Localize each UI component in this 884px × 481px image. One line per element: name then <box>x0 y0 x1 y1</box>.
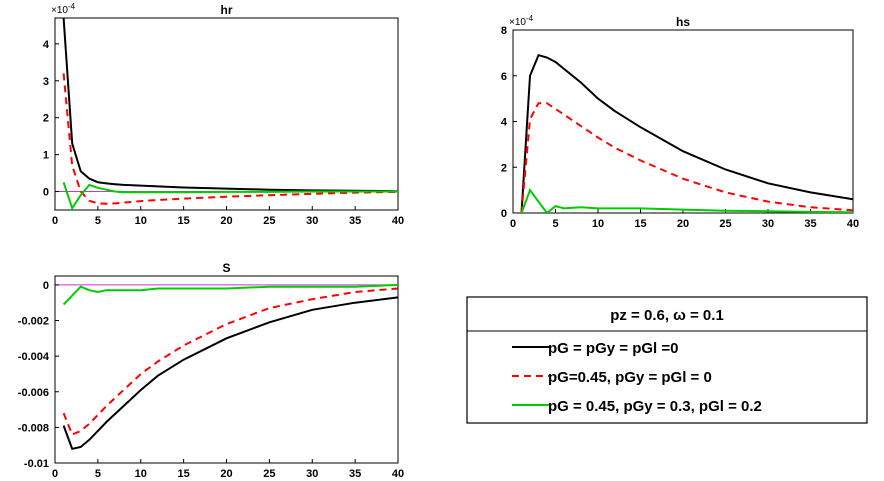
y-tick-label: -0.006 <box>18 387 49 399</box>
x-tick-label: 5 <box>95 468 101 480</box>
x-tick-label: 35 <box>349 468 361 480</box>
series-line-0 <box>62 18 398 193</box>
x-tick-label: 35 <box>804 218 816 230</box>
y-tick-label: -0.004 <box>18 351 50 363</box>
legend-entry-black: pG = pGy = pGl =0 <box>548 340 678 357</box>
y-tick-label: -0.01 <box>24 458 49 470</box>
x-tick-label: 40 <box>392 215 404 227</box>
x-tick-label: 25 <box>719 218 731 230</box>
plot-area <box>512 29 854 214</box>
series-line-2 <box>62 181 398 210</box>
chart-title: hs <box>676 15 690 29</box>
x-tick-label: 0 <box>510 218 516 230</box>
x-tick-label: 20 <box>220 215 232 227</box>
x-tick-label: 15 <box>634 218 646 230</box>
y-tick-label: 3 <box>43 76 49 88</box>
exponent-label: ×10-4 <box>509 14 534 28</box>
legend-box: pz = 0.6, ω = 0.1 pG = pGy = pGl =0 pG=0… <box>466 296 868 424</box>
x-tick-label: 40 <box>392 468 404 480</box>
legend-title: pz = 0.6, ω = 0.1 <box>610 307 724 324</box>
chart-title: hr <box>221 3 233 17</box>
x-tick-label: 40 <box>847 218 859 230</box>
y-tick-label: 4 <box>43 39 50 51</box>
x-tick-label: 25 <box>263 215 275 227</box>
x-tick-label: 10 <box>135 215 147 227</box>
x-tick-label: 5 <box>552 218 558 230</box>
series-line-2 <box>520 188 853 213</box>
x-tick-label: 30 <box>306 468 318 480</box>
legend-entry-red: pG=0.45, pGy = pGl = 0 <box>548 369 712 386</box>
y-tick-label: -0.008 <box>18 422 49 434</box>
series-line-0 <box>520 54 853 213</box>
series-line-0 <box>62 296 398 450</box>
plot-area <box>54 17 399 211</box>
y-tick-label: 8 <box>501 25 507 37</box>
y-tick-label: 0 <box>501 208 507 220</box>
series-line-1 <box>62 73 398 205</box>
x-tick-label: 5 <box>95 215 101 227</box>
exponent-label: ×10-4 <box>51 2 76 16</box>
x-tick-label: 25 <box>263 468 275 480</box>
chart-title: S <box>222 261 230 275</box>
x-tick-label: 0 <box>52 215 58 227</box>
y-tick-label: 0 <box>43 187 49 199</box>
chart-s: 0 5 10 15 20 25 30 35 40 0 -0.002 -0.004 -0.006 -0.00… <box>18 261 404 480</box>
y-tick-label: 6 <box>501 71 507 83</box>
y-tick-label: 2 <box>43 113 49 125</box>
x-tick-label: 10 <box>592 218 604 230</box>
series-line-2 <box>62 283 398 306</box>
x-tick-label: 10 <box>135 468 147 480</box>
x-tick-label: 0 <box>52 468 58 480</box>
y-tick-label: -0.002 <box>18 316 49 328</box>
y-tick-label: 2 <box>501 162 507 174</box>
x-tick-label: 35 <box>349 215 361 227</box>
x-tick-label: 30 <box>306 215 318 227</box>
series-line-1 <box>520 102 853 213</box>
x-tick-label: 30 <box>762 218 774 230</box>
plot-area <box>54 275 399 464</box>
x-tick-label: 15 <box>178 215 190 227</box>
series-line-1 <box>62 287 398 436</box>
legend-entry-green: pG = 0.45, pGy = 0.3, pGl = 0.2 <box>548 398 762 415</box>
chart-hr: 0 5 10 15 20 25 30 35 40 0 1 2 3 4 hr ×10-4 <box>43 2 404 227</box>
x-tick-label: 20 <box>220 468 232 480</box>
chart-hs: 0 5 10 15 20 25 30 35 40 0 2 4 6 8 hs ×10-4 <box>501 14 859 230</box>
y-tick-label: 4 <box>501 117 508 129</box>
y-tick-label: 0 <box>43 280 49 292</box>
y-tick-label: 1 <box>43 150 49 162</box>
x-tick-label: 20 <box>677 218 689 230</box>
x-tick-label: 15 <box>178 468 190 480</box>
